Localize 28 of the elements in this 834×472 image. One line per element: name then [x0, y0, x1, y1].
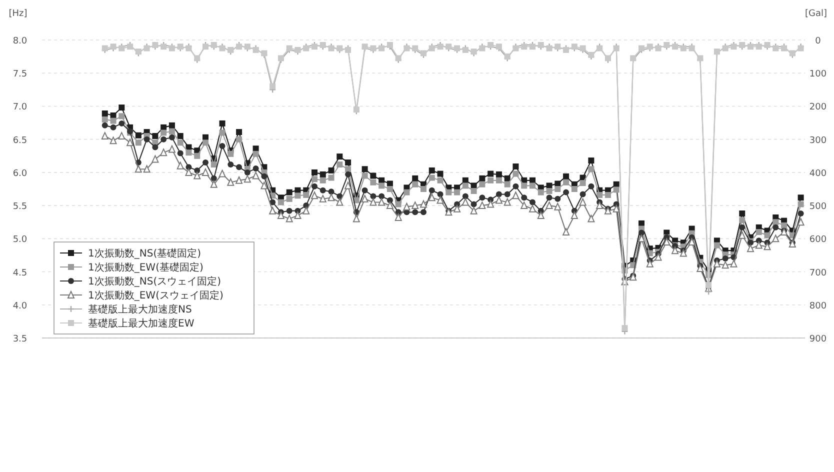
y-tick-label: 8.0	[12, 36, 28, 46]
y2-tick-label: 700	[809, 268, 827, 278]
y2-tick-label: 400	[809, 168, 827, 179]
y-axis-title: [Hz]	[8, 9, 28, 19]
y-tick-label: 6.5	[12, 136, 28, 146]
y2-tick-label: 0	[815, 36, 822, 46]
y2-tick-label: 900	[809, 334, 827, 344]
y2-tick-label: 500	[809, 202, 827, 212]
legend-label: 基礎版上最大加速度EW	[88, 318, 194, 330]
y-tick-label: 3.5	[12, 334, 28, 344]
legend-label: 基礎版上最大加速度NS	[88, 304, 192, 316]
y-tick-label: 4.0	[12, 301, 28, 312]
y2-tick-label: 200	[809, 102, 827, 113]
legend-label: 1次振動数_EW(スウェイ固定)	[88, 290, 224, 302]
y2-tick-label: 600	[809, 235, 827, 246]
legend-label: 1次振動数_NS(基礎固定)	[88, 248, 202, 260]
y-tick-label: 6.0	[12, 168, 28, 179]
y-tick-label: 7.0	[12, 102, 28, 113]
legend-label: 1次振動数_EW(基礎固定)	[88, 262, 204, 274]
legend-label: 1次振動数_NS(スウェイ固定)	[88, 276, 222, 288]
y2-axis-title: [Gal]	[804, 9, 828, 19]
y2-tick-label: 800	[809, 301, 827, 312]
y-tick-label: 7.5	[12, 70, 28, 80]
y-tick-label: 5.5	[12, 202, 28, 212]
y-tick-label: 5.0	[12, 235, 28, 246]
y2-tick-label: 300	[809, 136, 827, 146]
y2-tick-label: 100	[809, 70, 827, 80]
y-tick-label: 4.5	[12, 268, 28, 278]
